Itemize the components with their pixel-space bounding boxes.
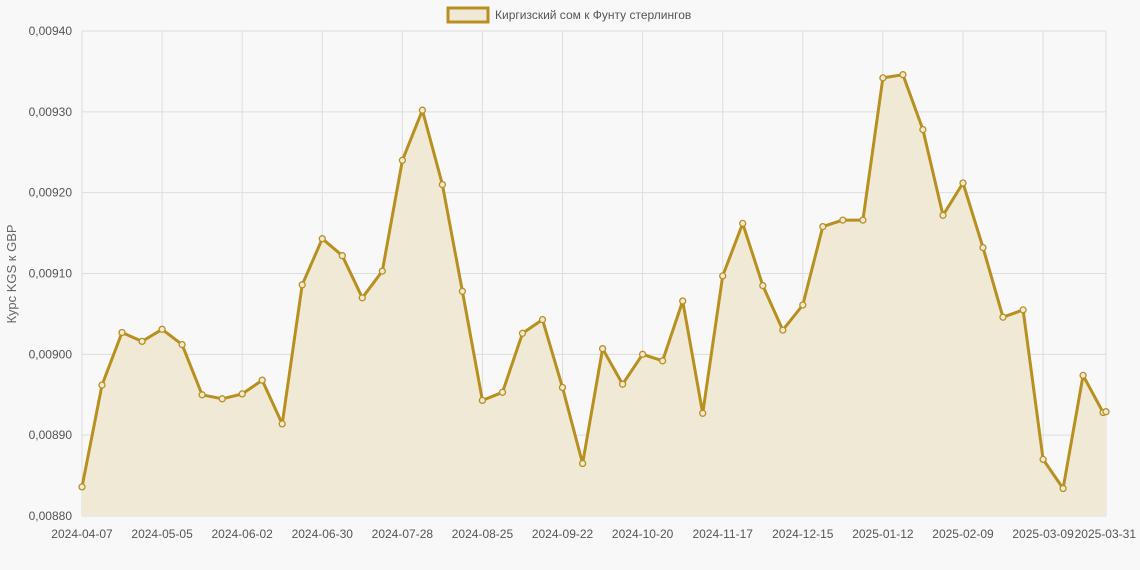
y-tick-label: 0,00910 [29, 267, 73, 281]
x-tick-label: 2024-12-15 [772, 527, 834, 541]
data-point [959, 179, 967, 187]
data-point [318, 235, 326, 243]
data-point [138, 337, 146, 346]
legend[interactable]: Киргизский сом к Фунту стерлингов [446, 6, 691, 24]
data-point [919, 125, 927, 134]
y-tick-label: 0,00900 [29, 347, 73, 361]
data-point [839, 216, 847, 224]
x-tick-label: 2024-10-20 [612, 527, 674, 541]
data-point [999, 313, 1007, 321]
x-axis-tick-labels: 2024-04-07 2024-05-05 2024-06-02 2024-06-30… [51, 527, 1136, 541]
data-point [98, 381, 106, 389]
data-point [158, 325, 166, 333]
data-point [699, 409, 707, 417]
y-axis-tick-labels: 0,00880 0,00890 0,00900 0,00910 0,00920 0,009… [29, 24, 73, 523]
y-axis-title: Курс KGS к GBP [4, 224, 19, 323]
data-point [198, 391, 206, 399]
legend-label: Киргизский сом к Фунту стерлингов [495, 8, 691, 22]
data-point [879, 74, 887, 82]
data-point [658, 357, 667, 365]
data-point [759, 281, 767, 290]
x-tick-label: 2024-11-17 [692, 527, 753, 541]
data-point [458, 287, 467, 295]
data-point [238, 390, 246, 398]
data-point [618, 380, 627, 388]
data-point [278, 420, 286, 428]
data-point [218, 395, 226, 403]
data-point [779, 326, 787, 334]
data-point [518, 329, 527, 337]
x-tick-label: 2025-03-31 [1075, 527, 1137, 541]
data-point [578, 459, 587, 468]
legend-swatch [446, 6, 490, 24]
data-point [398, 156, 407, 164]
data-point [799, 301, 807, 309]
data-point [498, 388, 507, 396]
data-point [819, 222, 827, 231]
data-point [939, 211, 947, 219]
x-tick-label: 2025-02-09 [932, 527, 994, 541]
x-tick-label: 2024-08-25 [452, 527, 514, 541]
x-tick-label: 2024-06-30 [292, 527, 354, 541]
data-point [178, 340, 186, 349]
data-point [899, 71, 907, 79]
data-point [1019, 306, 1027, 314]
data-point [1039, 455, 1047, 464]
x-tick-label: 2024-05-05 [131, 527, 193, 541]
data-point [478, 396, 487, 405]
data-point [979, 243, 987, 252]
y-tick-label: 0,00940 [29, 24, 73, 38]
y-tick-label: 0,00930 [29, 105, 73, 119]
data-point [1102, 408, 1110, 416]
data-point [258, 376, 266, 384]
data-point [1079, 371, 1087, 380]
data-point [418, 106, 427, 114]
x-tick-label: 2024-09-22 [532, 527, 594, 541]
y-tick-label: 0,00880 [29, 509, 73, 523]
series-area-fill [82, 74, 1106, 516]
data-point [118, 328, 126, 337]
data-point [378, 267, 386, 275]
data-points [78, 71, 1110, 493]
x-tick-label: 2024-06-02 [211, 527, 273, 541]
x-tick-label: 2025-01-12 [852, 527, 914, 541]
data-point [598, 345, 607, 353]
data-point [739, 219, 747, 228]
data-point [638, 350, 647, 358]
data-point [719, 272, 727, 280]
data-point [438, 180, 447, 189]
x-tick-label: 2024-07-28 [372, 527, 434, 541]
data-point [679, 297, 687, 305]
data-point [358, 294, 366, 302]
y-tick-label: 0,00920 [29, 186, 73, 200]
data-point [538, 315, 547, 324]
x-tick-label: 2025-03-09 [1012, 527, 1074, 541]
data-point [298, 281, 306, 289]
data-point [338, 252, 346, 260]
data-point [859, 216, 867, 224]
y-tick-label: 0,00890 [29, 428, 73, 442]
data-point [558, 383, 567, 392]
data-point [1059, 484, 1067, 493]
x-tick-label: 2024-04-07 [51, 527, 113, 541]
data-point [78, 483, 86, 491]
